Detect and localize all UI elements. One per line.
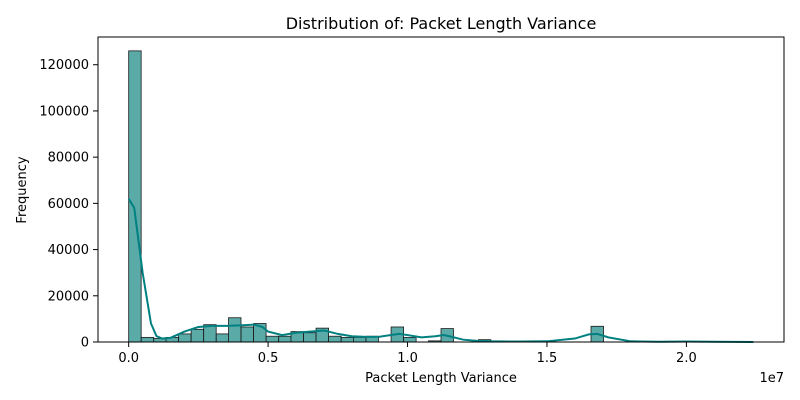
histogram-bar [228, 317, 242, 343]
histogram-bar [303, 332, 317, 343]
histogram-bar [403, 336, 417, 343]
y-tick-label: 100000 [39, 104, 89, 119]
histogram-bar [178, 333, 192, 343]
x-tick-label: 0.5 [258, 351, 279, 366]
y-tick-label: 80000 [48, 151, 89, 166]
y-tick-label: 120000 [39, 58, 89, 73]
histogram-bar [265, 335, 280, 343]
histogram-bars [128, 50, 604, 343]
histogram-bar [278, 335, 292, 343]
x-axis-ticks: 0.0 0.5 1.0 1.5 2.0 [118, 342, 697, 366]
histogram-bar [328, 335, 342, 343]
y-tick-label: 40000 [48, 243, 89, 258]
x-offset-label: 1e7 [759, 371, 784, 386]
x-tick-label: 2.0 [676, 351, 697, 366]
histogram-bar [340, 336, 355, 343]
x-tick-label: 0.0 [118, 351, 139, 366]
histogram-bar [190, 328, 205, 343]
kde-curve [127, 198, 754, 343]
y-axis-ticks: 0 20000 40000 60000 80000 100000 120000 [39, 58, 98, 351]
y-tick-label: 0 [81, 336, 89, 351]
histogram-bar [128, 50, 142, 343]
x-axis-label: Packet Length Variance [365, 371, 517, 386]
histogram-bar [140, 336, 155, 343]
x-tick-label: 1.0 [397, 351, 418, 366]
histogram-bar [353, 336, 367, 343]
plot-frame [97, 36, 785, 343]
y-tick-label: 20000 [48, 289, 89, 304]
y-tick-label: 60000 [48, 197, 89, 212]
histogram-bar [215, 333, 230, 343]
y-axis-label: Frequency [15, 156, 30, 223]
x-tick-label: 1.5 [537, 351, 558, 366]
chart-title: Distribution of: Packet Length Variance [286, 14, 597, 33]
histogram-bar [240, 326, 254, 343]
